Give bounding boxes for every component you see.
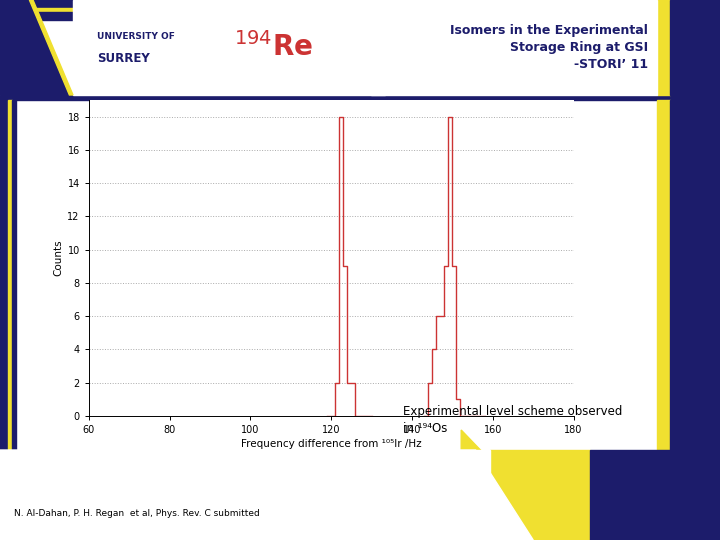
Bar <box>371 0 657 95</box>
Bar <box>657 100 670 480</box>
Polygon shape <box>30 0 73 95</box>
Bar <box>670 100 720 480</box>
Bar <box>12 100 16 480</box>
Bar <box>590 450 720 540</box>
Bar <box>490 450 590 540</box>
Bar <box>0 0 720 8</box>
Polygon shape <box>0 0 69 95</box>
Text: N. Al-Dahan, P. H. Regan  et al, Phys. Rev. C submitted: N. Al-Dahan, P. H. Regan et al, Phys. Re… <box>14 509 260 518</box>
Bar <box>73 0 385 95</box>
Polygon shape <box>447 450 490 540</box>
Bar <box>0 100 8 480</box>
Bar <box>0 12 720 20</box>
Polygon shape <box>0 450 534 540</box>
Text: UNIVERSITY OF: UNIVERSITY OF <box>97 32 175 40</box>
Text: $^{194}$Re: $^{194}$Re <box>234 32 313 63</box>
Bar <box>657 0 670 95</box>
Text: Experimental level scheme observed
in ¹⁹⁴Os: Experimental level scheme observed in ¹⁹… <box>403 405 623 435</box>
X-axis label: Frequency difference from ¹⁰⁵Ir /Hz: Frequency difference from ¹⁰⁵Ir /Hz <box>241 439 421 449</box>
Bar <box>8 100 12 480</box>
Bar <box>0 8 720 12</box>
Bar <box>0 95 720 100</box>
Polygon shape <box>462 430 519 540</box>
Text: SURREY: SURREY <box>97 52 150 65</box>
Bar <box>670 0 720 95</box>
Text: Isomers in the Experimental
Storage Ring at GSI
-STORI’ 11: Isomers in the Experimental Storage Ring… <box>450 24 648 71</box>
Y-axis label: Counts: Counts <box>53 240 63 276</box>
